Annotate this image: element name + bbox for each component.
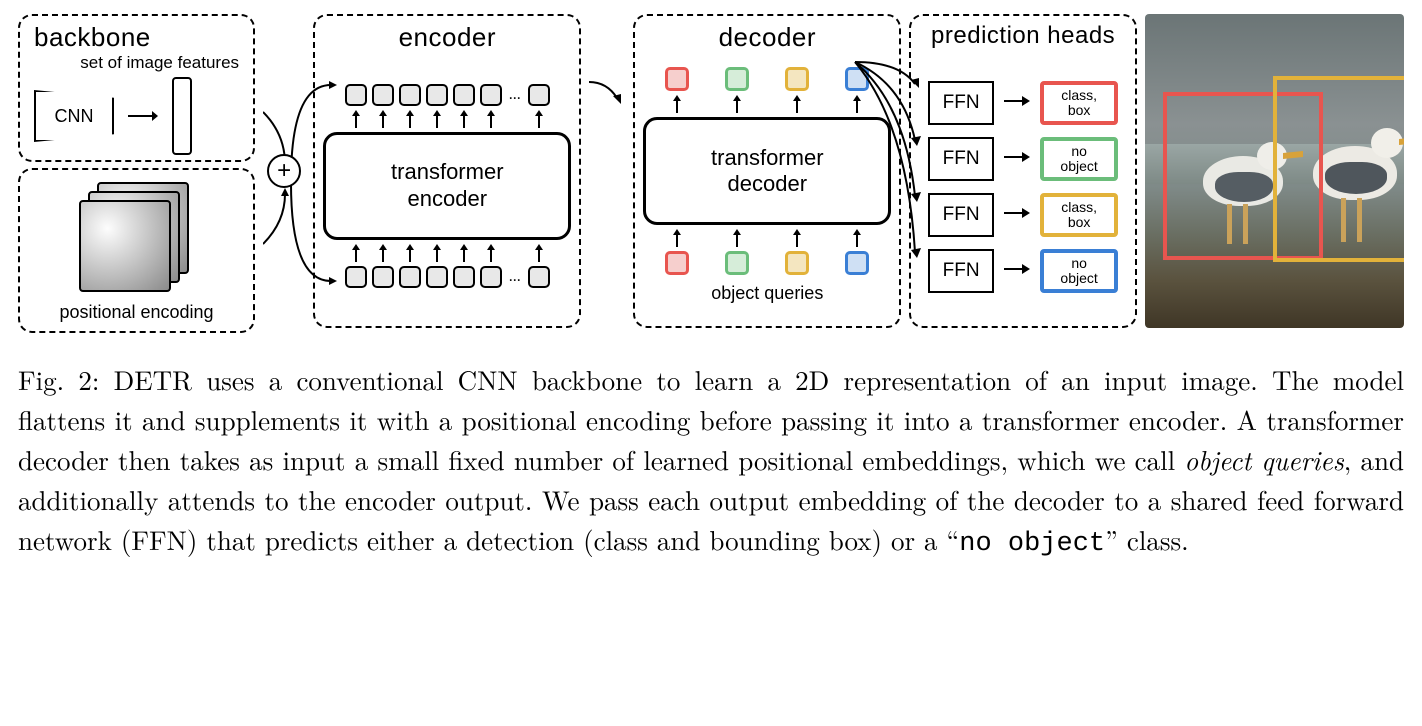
prediction-output: class, box	[1040, 81, 1118, 125]
arrow-icon	[725, 229, 749, 247]
prediction-head-row: FFN class, box	[928, 193, 1118, 237]
prediction-head-row: FFN no object	[928, 249, 1118, 293]
decoder-to-ffn-arrows	[849, 44, 929, 324]
caption-body: DETR uses a conventional CNN backbone to…	[18, 360, 1404, 558]
backbone-title: backbone	[34, 22, 151, 53]
arrow-icon	[1004, 148, 1030, 171]
encoder-curved-arrows	[283, 51, 571, 311]
positional-encoding-label: positional encoding	[59, 302, 213, 323]
figure-caption: Fig. 2: DETR uses a conventional CNN bac…	[18, 360, 1404, 565]
positional-encoding-stack	[79, 182, 195, 298]
encoder-panel: encoder ... transformer encoder ...	[313, 14, 581, 328]
decoder-output-tokens	[665, 67, 869, 91]
arrow-icon	[725, 95, 749, 113]
prediction-output: class, box	[1040, 193, 1118, 237]
query-token-yellow	[785, 251, 809, 275]
arrow-icon	[128, 106, 158, 126]
prediction-heads-panel: prediction heads FFN class, box FFN no obje…	[909, 14, 1137, 328]
prediction-output: no object	[1040, 249, 1118, 293]
arrow-icon	[785, 95, 809, 113]
cnn-block: CNN	[34, 90, 114, 142]
query-token-green	[725, 251, 749, 275]
example-image	[1145, 14, 1404, 328]
arrow-icon	[1004, 204, 1030, 227]
caption-prefix: Fig. 2:	[18, 360, 99, 398]
prediction-head-row: FFN no object	[928, 137, 1118, 181]
backbone-panel: backbone set of image features CNN	[18, 14, 255, 162]
positional-encoding-panel: positional encoding	[18, 168, 255, 333]
arrow-icon	[665, 95, 689, 113]
arrow-icon	[1004, 92, 1030, 115]
arrow-icon	[665, 229, 689, 247]
arrow-icon	[785, 229, 809, 247]
prediction-heads-title: prediction heads	[931, 22, 1115, 50]
prediction-output: no object	[1040, 137, 1118, 181]
arrow-icon	[1004, 260, 1030, 283]
query-token-red	[665, 251, 689, 275]
arrow-icon	[589, 70, 625, 110]
query-token-green	[725, 67, 749, 91]
query-token-yellow	[785, 67, 809, 91]
backbone-subtitle: set of image features	[80, 53, 239, 73]
prediction-head-row: FFN class, box	[928, 81, 1118, 125]
object-queries-label: object queries	[711, 283, 823, 304]
decoder-title: decoder	[719, 22, 816, 53]
query-token-red	[665, 67, 689, 91]
architecture-figure: backbone set of image features CNN posit…	[18, 14, 1404, 328]
ffn-block: FFN	[928, 137, 994, 181]
feature-bar	[172, 77, 192, 155]
object-queries	[665, 251, 869, 275]
ffn-block: FFN	[928, 193, 994, 237]
decoder-block-label: transformer decoder	[711, 145, 823, 198]
ffn-block: FFN	[928, 81, 994, 125]
encoder-title: encoder	[399, 22, 496, 53]
add-node: +	[267, 154, 301, 188]
bbox-yellow	[1273, 76, 1404, 262]
ffn-block: FFN	[928, 249, 994, 293]
